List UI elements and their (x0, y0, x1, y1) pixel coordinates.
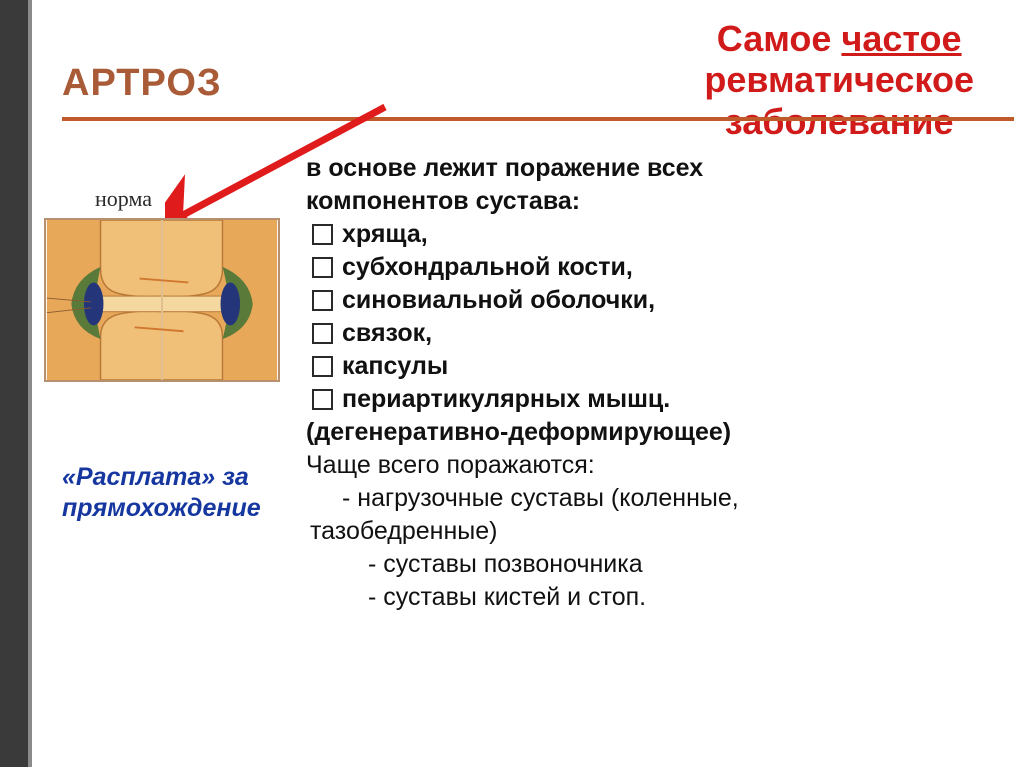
title-right-3: заболевание (725, 101, 954, 142)
joint-diagram (44, 218, 280, 382)
bullet-4: связок, (312, 317, 984, 350)
title-right-1: Самое (717, 18, 842, 59)
horizontal-rule (62, 117, 1014, 121)
plain: Чаще всего поражаются: (306, 449, 984, 482)
sub-1a: - нагрузочные суставы (коленные, (306, 482, 984, 515)
rasplata-1: «Расплата» за (62, 463, 249, 491)
bullet-2: субхондральной кости, (312, 251, 984, 284)
sub-3: - суставы кистей и стоп. (306, 581, 984, 614)
norma-label: норма (95, 186, 152, 212)
intro: в основе лежит поражение всех компоненто… (306, 152, 984, 218)
title-right-u: частое (841, 18, 961, 59)
title-row: АРТРОЗ Самое частое ревматическое заболе… (62, 18, 1004, 142)
paren: (дегенеративно-деформирующее) (306, 416, 984, 449)
bullet-1: хряща, (312, 218, 984, 251)
bullet-list: хряща, субхондральной кости, синовиально… (312, 218, 984, 416)
sub-list: - нагрузочные суставы (коленные, тазобед… (306, 482, 984, 614)
intro-1: в основе лежит поражение всех (306, 154, 703, 182)
bullet-6: периартикулярных мышц. (312, 383, 984, 416)
intro-2: компонентов сустава: (306, 187, 580, 215)
left-stripe-inner (28, 0, 32, 767)
joint-svg (46, 220, 278, 380)
sub-2: - суставы позвоночника (306, 548, 984, 581)
bullet-5: капсулы (312, 350, 984, 383)
title-right-2: ревматическое (704, 59, 974, 100)
bullet-3: синовиальной оболочки, (312, 284, 984, 317)
sub-1b: тазобедренные) (306, 515, 984, 548)
left-stripe (0, 0, 28, 767)
rasplata: «Расплата» за прямохождение (62, 462, 312, 525)
title-artroz: АРТРОЗ (62, 18, 222, 105)
rasplata-2: прямохождение (62, 494, 261, 522)
slide: АРТРОЗ Самое частое ревматическое заболе… (0, 0, 1024, 767)
title-right: Самое частое ревматическое заболевание (704, 18, 974, 142)
content: в основе лежит поражение всех компоненто… (306, 152, 984, 614)
